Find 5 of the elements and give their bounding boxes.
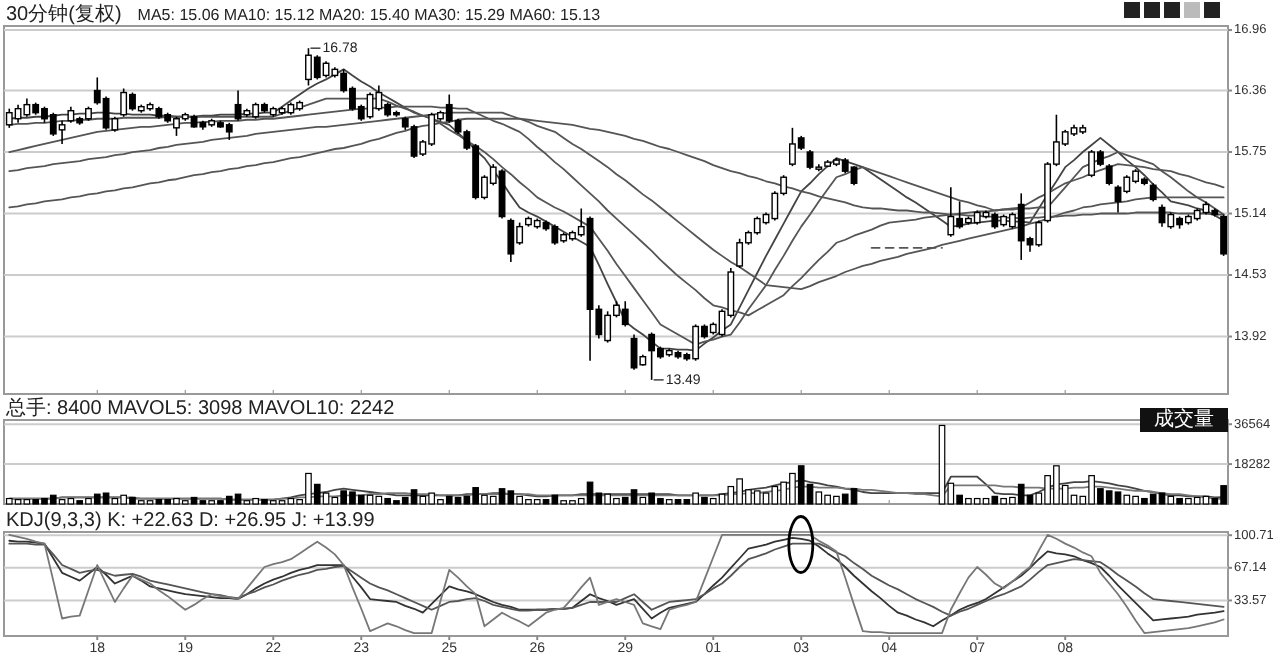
chart-subtitle: MA5: 15.06 MA10: 15.12 MA20: 15.40 MA30: 15.29 MA60: 15.13 [137, 6, 602, 24]
chart-title: 30分钟(复权) [6, 2, 122, 26]
annotation: 成交量 [1154, 407, 1214, 432]
chart-title: 总手: 8400 MAVOL5: 3098 MAVOL10: 2242 [4, 396, 396, 420]
chart-title: KDJ(9,3,3) K: +22.63 D: +26.95 J: +13.99 [6, 510, 376, 532]
